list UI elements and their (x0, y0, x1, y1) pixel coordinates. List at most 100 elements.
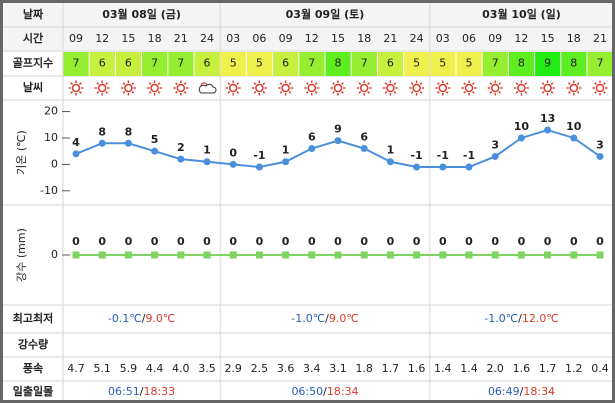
golf-index: 5 (439, 57, 446, 70)
sun-ray (122, 91, 126, 94)
point (282, 251, 290, 259)
y-tick-label: 10 (44, 131, 58, 144)
point (255, 163, 263, 171)
sun-ray (332, 82, 335, 85)
golf-cell (168, 52, 194, 76)
data-label: 0 (177, 235, 185, 248)
point (334, 251, 342, 259)
sun-ray (262, 91, 266, 94)
data-label: 0 (465, 235, 473, 248)
point (465, 251, 473, 259)
sun-icon (543, 83, 552, 93)
data-label: 0 (98, 235, 106, 248)
sun-ray (236, 91, 239, 94)
data-label: 0 (229, 146, 237, 159)
golf-index: 8 (570, 57, 577, 70)
time: 18 (357, 32, 371, 45)
sun-ray (498, 82, 501, 85)
time: 03 (436, 32, 450, 45)
point (229, 251, 237, 259)
sun-ray (227, 91, 231, 94)
time: 03 (226, 32, 240, 45)
sun-ray (541, 91, 545, 94)
sun-ray (419, 82, 423, 85)
sun-ray (253, 82, 257, 85)
time: 24 (410, 32, 424, 45)
sun-icon (150, 83, 159, 93)
data-label: 1 (387, 144, 395, 157)
sun-ray (279, 91, 283, 94)
data-label: 0 (72, 235, 80, 248)
min-max: -1.0℃/12.0℃ (484, 312, 558, 325)
sun-ray (105, 91, 108, 94)
point (151, 251, 159, 259)
data-label: 0 (570, 235, 578, 248)
sunset: 18:34 (523, 385, 555, 398)
golf-index: 8 (518, 57, 525, 70)
data-label: 0 (334, 235, 342, 248)
sun-ray (131, 91, 135, 94)
sun-icon (569, 83, 579, 93)
point (151, 147, 159, 155)
golf-index: 7 (492, 57, 499, 70)
data-label: -1 (410, 149, 422, 162)
max-temp: 9.0℃ (145, 312, 175, 325)
sun-ray (157, 91, 161, 94)
golf-index: 7 (308, 57, 315, 70)
sun-icon (71, 83, 81, 93)
wind-speed: 1.4 (434, 362, 452, 375)
point (517, 251, 525, 259)
sun-icon (333, 83, 343, 93)
data-label: 10 (566, 120, 582, 133)
golf-index: 6 (282, 57, 289, 70)
sun-ray (489, 91, 493, 94)
wind-speed: 3.4 (303, 362, 321, 375)
data-label: 8 (98, 125, 106, 138)
time: 12 (514, 32, 528, 45)
wind-speed: 5.9 (120, 362, 138, 375)
sun-icon (464, 83, 474, 93)
golf-cell (142, 52, 168, 76)
row-label: 날씨 (23, 80, 43, 94)
wind-speed: 2.5 (251, 362, 269, 375)
sun-ray (524, 91, 528, 94)
wind-speed: 2.9 (224, 362, 242, 375)
time: 21 (174, 32, 188, 45)
wind-speed: 1.7 (539, 362, 557, 375)
sun-ray (70, 82, 73, 85)
golf-cell (351, 52, 377, 76)
sun-ray (148, 82, 152, 85)
sun-ray (70, 91, 73, 94)
time: 09 (279, 32, 293, 45)
golf-index: 7 (151, 57, 158, 70)
data-label: 0 (491, 235, 499, 248)
separator: / (325, 312, 329, 325)
golf-cell (404, 52, 430, 76)
sun-icon (255, 83, 264, 93)
sun-ray (419, 91, 423, 94)
sun-ray (253, 91, 257, 94)
sun-ray (332, 91, 335, 94)
sunrise: 06:49 (488, 385, 520, 398)
time: 21 (383, 32, 397, 45)
sun-ray (358, 91, 362, 94)
sun-ray (393, 91, 397, 94)
sun-ray (568, 91, 571, 94)
sun-ray (358, 82, 362, 85)
sun-icon (307, 83, 317, 93)
golf-index: 6 (204, 57, 211, 70)
row-label: 날짜 (23, 7, 44, 21)
sun-ray (472, 82, 475, 85)
point (334, 137, 342, 145)
sun-times: 06:50/18:34 (291, 385, 358, 398)
row-label: 시간 (23, 31, 43, 45)
sun-ray (105, 82, 108, 85)
time: 15 (541, 32, 555, 45)
sun-icon (97, 83, 107, 93)
data-label: 4 (72, 136, 80, 149)
data-label: 10 (514, 120, 530, 133)
day-header: 03월 09일 (토) (286, 7, 365, 21)
sun-ray (594, 82, 597, 85)
sun-ray (314, 82, 318, 85)
